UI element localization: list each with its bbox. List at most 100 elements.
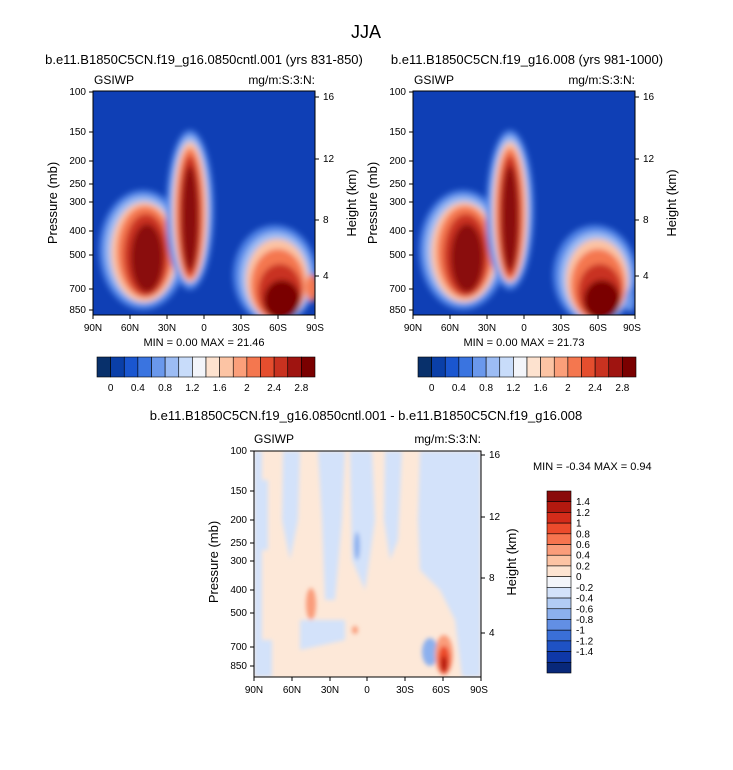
panel-2-x-tick-label: 60S <box>589 323 607 334</box>
panel-3-y2-tick-label: 8 <box>489 573 495 584</box>
colorbar-label: -0.2 <box>576 583 594 594</box>
colorbar-label: -0.8 <box>576 615 594 626</box>
colorbar-label: -1 <box>576 626 585 637</box>
panel-3-y-tick-label: 200 <box>230 515 247 526</box>
figure-title: JJA <box>351 22 381 42</box>
colorbar-box <box>273 356 289 378</box>
panel-2-x-tick-label: 60N <box>441 323 459 334</box>
colorbar-box <box>123 356 139 378</box>
colorbar-box <box>205 356 220 378</box>
panel-1-units-label: mg/m:S:3:N: <box>248 73 315 87</box>
colorbar-label: 0.6 <box>576 540 590 551</box>
colorbar-label: 0.4 <box>452 383 466 394</box>
colorbar-label: 0.8 <box>576 529 590 540</box>
panel-2-x-tick-label: 90N <box>404 323 422 334</box>
panel-2-x-tick-label: 30S <box>552 323 570 334</box>
panel-3-y2-tick-label: 12 <box>489 512 501 523</box>
colorbar-box <box>232 356 248 378</box>
colorbar-label: 1 <box>576 519 582 530</box>
colorbar-box <box>246 356 261 378</box>
panel-1-y-axis-label: Pressure (mb) <box>45 162 60 244</box>
panel-3-title: b.e11.B1850C5CN.f19_g16.0850cntl.001 - b… <box>150 408 582 423</box>
colorbar-box <box>540 356 555 378</box>
panel-2-region-label: GSIWP <box>414 73 454 87</box>
colorbar-label: 1.2 <box>185 383 199 394</box>
colorbar-box <box>546 522 572 535</box>
panel-1-x-tick-label: 0 <box>201 323 207 334</box>
panel-2-y2-tick-label: 16 <box>643 92 655 103</box>
colorbar-box <box>567 356 582 378</box>
panel-1-y-tick-label: 700 <box>69 284 86 295</box>
panel-3-x-tick-label: 90S <box>470 685 488 696</box>
panel-3-x-tick-label: 30N <box>321 685 339 696</box>
panel-2-y2-ticks: 16 12 8 4 <box>635 92 655 282</box>
panel-1-y-tick-label: 100 <box>69 87 86 98</box>
panel-3-x-tick-label: 30S <box>396 685 414 696</box>
panel-2-y-tick-label: 850 <box>389 305 406 316</box>
panel-2-y2-tick-label: 4 <box>643 271 649 282</box>
colorbar-box <box>151 356 166 378</box>
colorbar-box <box>546 608 572 620</box>
panel-1-x-tick-label: 60N <box>121 323 139 334</box>
panel-1-y2-tick-label: 16 <box>323 92 335 103</box>
panel-1-x-tick-label: 30N <box>158 323 176 334</box>
panel-3-y2-axis-label: Height (km) <box>504 528 519 595</box>
panel-2-x-ticks: 90N 60N 30N 0 30S 60S 90S <box>404 315 641 334</box>
panel-3-x-tick-label: 60N <box>283 685 301 696</box>
panel-3-units-label: mg/m:S:3:N: <box>414 432 481 446</box>
colorbar-box <box>594 356 610 378</box>
colorbar-label: 0.2 <box>576 561 590 572</box>
panel-2-y-axis-label: Pressure (mb) <box>365 162 380 244</box>
colorbar-box <box>137 356 152 378</box>
colorbar-box <box>546 490 572 503</box>
panel-2-y2-tick-label: 8 <box>643 215 649 226</box>
colorbar-box <box>96 356 111 378</box>
panel-1-y-ticks: 100 150 200 250 300 400 500 700 850 <box>69 87 93 316</box>
colorbar-box <box>219 356 234 378</box>
panel-2-y-tick-label: 700 <box>389 284 406 295</box>
colorbar-box <box>110 356 125 378</box>
panel-2-units-label: mg/m:S:3:N: <box>568 73 635 87</box>
colorbar-box <box>485 356 501 378</box>
panel-3-y2-tick-label: 16 <box>489 450 501 461</box>
panel-1-y-tick-label: 300 <box>69 197 86 208</box>
panel-3-field <box>254 451 481 677</box>
panel-2-title: b.e11.B1850C5CN.f19_g16.008 (yrs 981-100… <box>391 52 663 67</box>
panel-3-y-tick-label: 100 <box>230 446 247 457</box>
panel-2-y2-axis-label: Height (km) <box>664 169 679 236</box>
panel-3-y-tick-label: 500 <box>230 608 247 619</box>
panel-2-y-ticks: 100 150 200 250 300 400 500 700 850 <box>389 87 413 316</box>
colorbar-label: 1.6 <box>213 383 227 394</box>
colorbar-label: -1.4 <box>576 647 594 658</box>
colorbar-box <box>546 619 572 631</box>
panel-3-x-tick-label: 90N <box>245 685 263 696</box>
panel-1: b.e11.B1850C5CN.f19_g16.0850cntl.001 (yr… <box>45 52 363 394</box>
panel-1-x-tick-label: 90N <box>84 323 102 334</box>
colorbar-box <box>546 587 572 599</box>
panel-3-colorbar: 1.41.210.80.60.40.20-0.2-0.4-0.6-0.8-1-1… <box>546 490 594 674</box>
colorbar-box <box>417 356 432 378</box>
colorbar-label: 1.4 <box>576 497 590 508</box>
colorbar-box <box>546 554 572 567</box>
colorbar-box <box>546 501 572 513</box>
panel-1-y-tick-label: 150 <box>69 127 86 138</box>
colorbar-box <box>458 356 473 378</box>
panel-1-y2-axis-label: Height (km) <box>344 169 359 236</box>
colorbar-box <box>546 640 572 652</box>
colorbar-box <box>192 356 207 378</box>
panel-3-x-tick-label: 0 <box>364 685 370 696</box>
colorbar-box <box>513 356 528 378</box>
colorbar-box <box>164 356 180 378</box>
colorbar-box <box>546 597 572 610</box>
colorbar-box <box>546 512 572 524</box>
colorbar-box <box>608 356 623 378</box>
colorbar-label: 0 <box>576 572 582 583</box>
colorbar-box <box>287 356 302 378</box>
panel-3-x-ticks: 90N 60N 30N 0 30S 60S 90S <box>245 677 488 696</box>
panel-3-y-tick-label: 400 <box>230 585 247 596</box>
colorbar-box <box>546 576 572 588</box>
colorbar-label: 1.2 <box>576 508 590 519</box>
colorbar-label: 0.4 <box>576 551 590 562</box>
panel-2-y-tick-label: 300 <box>389 197 406 208</box>
